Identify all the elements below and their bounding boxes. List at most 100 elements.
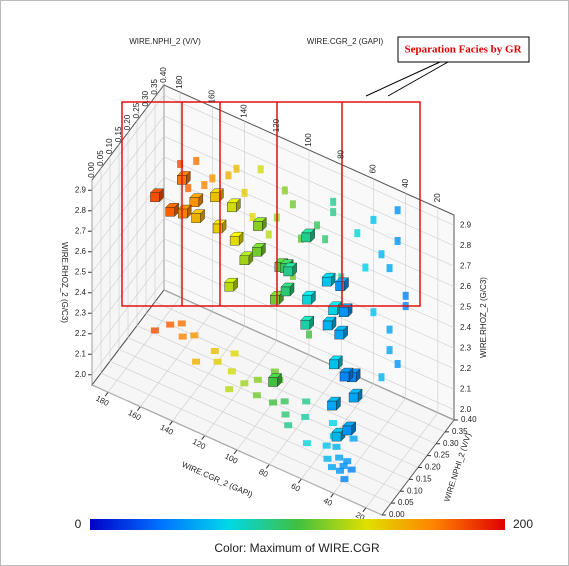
y-tick-label: 0.35 — [452, 427, 468, 436]
y-tick-label: 0.30 — [141, 90, 150, 106]
cube-front — [301, 232, 311, 243]
grid-line — [109, 156, 401, 492]
x-tick-label: 80 — [336, 149, 345, 158]
floor-projection — [192, 358, 201, 365]
x-tick-label: 140 — [240, 104, 249, 118]
cube-front — [227, 202, 237, 213]
wall-projection — [394, 206, 401, 215]
floor-projection — [327, 464, 336, 471]
point — [226, 198, 241, 213]
floor-projection — [178, 333, 187, 340]
wall-projection — [177, 159, 184, 168]
floor-projection — [336, 467, 345, 474]
floor-projection — [270, 368, 279, 375]
cube-front — [300, 319, 310, 330]
cube-front — [348, 392, 359, 403]
facies-boxes — [121, 101, 421, 307]
point — [339, 367, 354, 382]
x-tick-label: 160 — [207, 89, 216, 103]
tick-mark — [169, 420, 173, 426]
wall-projection — [378, 373, 385, 382]
wall-projection — [185, 184, 192, 193]
point — [177, 204, 192, 219]
z-tick-label: 2.0 — [460, 405, 472, 414]
cube-front — [253, 221, 263, 231]
y-tick-label: 0.05 — [96, 150, 105, 166]
floor-projection — [280, 398, 289, 405]
z-tick-label: 2.7 — [460, 261, 472, 270]
wall-projection — [394, 359, 401, 368]
cube-front — [212, 223, 223, 234]
cube-front — [302, 294, 312, 305]
floor-projection — [190, 332, 199, 339]
x-tick-label: 120 — [272, 118, 281, 132]
point — [342, 421, 357, 436]
wall-projection — [289, 200, 296, 209]
point — [326, 396, 341, 411]
point — [191, 209, 206, 224]
floor-projection — [302, 398, 311, 405]
floor-projection — [225, 386, 234, 393]
wall-projection — [354, 229, 361, 238]
point — [176, 170, 191, 185]
point — [251, 242, 266, 257]
cube-front — [165, 207, 175, 217]
floor-projection — [323, 455, 332, 462]
z-tick-label: 2.8 — [460, 241, 472, 250]
wall-projection — [297, 234, 304, 243]
cube-front — [331, 431, 342, 442]
cube-front — [229, 236, 240, 246]
z-tick-label: 2.0 — [75, 370, 87, 379]
point — [322, 316, 337, 331]
z-tick-label: 2.6 — [75, 247, 87, 256]
wall-projection — [193, 156, 200, 165]
x-tick-label: 20 — [433, 193, 442, 202]
y-tick-label: 0.15 — [114, 126, 123, 142]
point — [165, 202, 180, 217]
point — [229, 231, 244, 246]
point — [239, 251, 254, 266]
wall-projection — [322, 235, 329, 244]
y-tick-label: 0.40 — [461, 415, 477, 424]
point — [328, 355, 343, 370]
annotation: Separation Facies by GR — [404, 44, 522, 56]
z-tick-label: 2.6 — [460, 282, 472, 291]
cube-front — [329, 359, 339, 370]
floor-projection — [227, 368, 236, 375]
floor-projection — [269, 399, 277, 406]
wall-projection — [201, 181, 208, 190]
floor-projection — [349, 435, 358, 442]
wall-projection — [249, 212, 256, 221]
y-axis-title: WIRE.NPHI_2 (V/V) — [129, 37, 201, 46]
floor-projection — [339, 462, 348, 469]
z-tick-label: 2.3 — [460, 343, 472, 352]
cube-front — [321, 276, 332, 287]
y-tick-label: 0.10 — [105, 138, 114, 154]
floor-projection — [240, 380, 249, 387]
wall-projection — [330, 197, 337, 206]
y-tick-label: 0.40 — [159, 67, 168, 83]
grid-line — [154, 96, 446, 433]
x-axis-title: WIRE.CGR_2 (GAPI) — [307, 37, 384, 46]
point — [321, 272, 336, 287]
tick-mark — [298, 478, 302, 484]
floor-projection — [150, 327, 159, 334]
floor-projection — [284, 422, 293, 429]
cube-front — [280, 286, 291, 297]
z-tick-label: 2.7 — [75, 226, 87, 235]
y-tick-label: 0.05 — [398, 498, 414, 507]
colorbar-label: Color: Maximum of WIRE.CGR — [214, 541, 380, 555]
wall-projection — [209, 174, 216, 183]
cube-front — [268, 377, 278, 387]
cube-front — [191, 213, 201, 223]
wall-projection — [378, 250, 385, 259]
cube-front — [239, 255, 250, 266]
colorbar-min: 0 — [75, 517, 82, 531]
annotation-pointer — [365, 61, 441, 97]
floor-projection — [166, 321, 175, 328]
tick-mark — [104, 391, 109, 397]
grid-line — [100, 168, 392, 504]
wall-projection — [386, 325, 393, 334]
point — [268, 373, 282, 387]
floor-projection — [210, 348, 219, 354]
